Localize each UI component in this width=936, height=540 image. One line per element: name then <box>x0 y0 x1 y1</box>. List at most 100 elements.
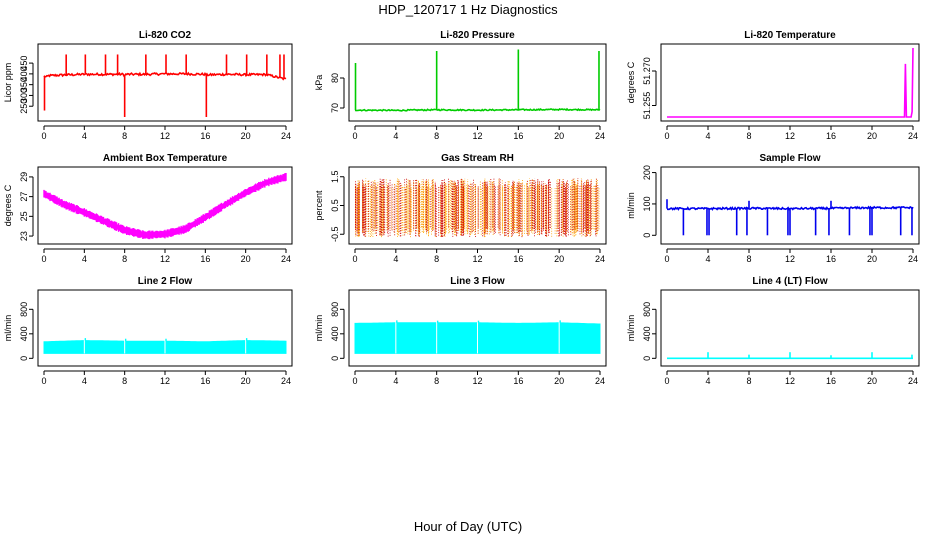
panel-title: Line 3 Flow <box>450 276 505 287</box>
panel-pressure: Li-820 Pressure 0 4 8 12 16 20 24 70 80 kPa <box>314 30 607 141</box>
y-axis-label: ml/min <box>626 315 636 342</box>
x-tick-label: 0 <box>664 254 669 264</box>
x-tick-label: 12 <box>785 131 795 141</box>
x-tick-label: 4 <box>82 376 87 386</box>
y-tick-label: 70 <box>330 103 340 113</box>
y-axis-label: ml/min <box>314 315 324 342</box>
x-tick-label: 20 <box>867 131 877 141</box>
x-tick-label: 16 <box>513 254 523 264</box>
x-tick-label: 16 <box>200 254 210 264</box>
plot-frame <box>348 289 607 367</box>
plot-frame <box>348 166 607 245</box>
y-axis-label: kPa <box>314 75 324 91</box>
x-tick-label: 12 <box>160 376 170 386</box>
y-tick-label: 29 <box>19 172 29 182</box>
x-tick-label: 12 <box>160 254 170 264</box>
plot-area <box>354 178 600 238</box>
y-tick-label: 0 <box>330 356 340 361</box>
x-tick-label: 20 <box>867 254 877 264</box>
x-tick-label: 8 <box>122 131 127 141</box>
y-tick-label: 23 <box>19 231 29 241</box>
x-tick-label: 20 <box>554 254 564 264</box>
y-tick-label: 400 <box>642 326 652 341</box>
panel-title: Sample Flow <box>759 153 820 164</box>
x-tick-label: 12 <box>472 376 482 386</box>
y-axis-label: percent <box>314 190 324 221</box>
y-tick-label: 800 <box>330 302 340 317</box>
x-tick-label: 24 <box>595 131 605 141</box>
plot-area <box>43 54 287 117</box>
panel-line4_flow: Line 4 (LT) Flow 0 4 8 12 16 20 24 0 400 800 ml/min <box>626 276 920 386</box>
series-line <box>667 47 914 118</box>
x-tick-label: 0 <box>41 254 46 264</box>
plot-area <box>354 49 601 112</box>
plot-area <box>667 47 914 118</box>
series-line <box>43 71 287 81</box>
x-tick-label: 0 <box>664 376 669 386</box>
y-axis-label: degrees C <box>3 184 13 226</box>
panel-title: Ambient Box Temperature <box>103 153 228 164</box>
x-tick-label: 8 <box>122 376 127 386</box>
x-tick-label: 24 <box>908 254 918 264</box>
x-tick-label: 0 <box>41 376 46 386</box>
y-tick-label: 0 <box>19 356 29 361</box>
y-tick-label: 400 <box>19 66 29 81</box>
x-tick-label: 12 <box>472 254 482 264</box>
y-tick-label: 350 <box>19 77 29 92</box>
y-tick-label: 0 <box>642 356 652 361</box>
panel-temperature: Li-820 Temperature 0 4 8 12 16 20 24 51.255 51.27… <box>626 30 920 141</box>
plot-area <box>666 199 914 236</box>
x-tick-label: 12 <box>160 131 170 141</box>
figure-title: HDP_120717 1 Hz Diagnostics <box>378 2 558 17</box>
plot-frame <box>348 43 607 122</box>
x-tick-label: 16 <box>513 376 523 386</box>
panel-title: Li-820 CO2 <box>139 30 192 41</box>
plot-frame <box>37 166 293 245</box>
x-tick-label: 24 <box>281 376 291 386</box>
x-tick-label: 16 <box>200 131 210 141</box>
panel-rh: Gas Stream RH 0 4 8 12 16 20 24 -0.5 0.5 1.5 percen… <box>314 153 607 264</box>
x-tick-label: 24 <box>908 131 918 141</box>
panel-title: Line 2 Flow <box>138 276 193 287</box>
plot-frame <box>37 289 293 367</box>
y-axis-label: degrees C <box>626 61 636 103</box>
x-tick-label: 20 <box>554 376 564 386</box>
x-tick-label: 20 <box>867 376 877 386</box>
x-tick-label: 24 <box>595 376 605 386</box>
plot-frame <box>660 43 920 122</box>
x-tick-label: 24 <box>281 254 291 264</box>
y-tick-label: 0.5 <box>330 199 340 212</box>
panel-line3_flow: Line 3 Flow 0 4 8 12 16 20 24 0 400 800 ml/min <box>314 276 607 386</box>
y-axis-label: ml/min <box>626 192 636 219</box>
x-tick-label: 4 <box>393 254 398 264</box>
y-tick-label: 450 <box>19 56 29 71</box>
y-axis-label: ml/min <box>3 315 13 342</box>
y-tick-label: 80 <box>330 73 340 83</box>
x-tick-label: 16 <box>200 376 210 386</box>
x-tick-label: 20 <box>554 131 564 141</box>
y-tick-label: 800 <box>19 302 29 317</box>
x-tick-label: 8 <box>434 254 439 264</box>
x-tick-label: 4 <box>705 131 710 141</box>
x-tick-label: 8 <box>746 376 751 386</box>
panel-line2_flow: Line 2 Flow 0 4 8 12 16 20 24 0 400 800 ml/min <box>3 276 293 386</box>
plot-frame <box>660 289 920 367</box>
x-tick-label: 4 <box>393 376 398 386</box>
panel-box_temp: Ambient Box Temperature 0 4 8 12 16 20 24 23 25 27… <box>3 153 293 264</box>
y-tick-label: 51.255 <box>642 92 652 120</box>
x-tick-label: 8 <box>746 254 751 264</box>
x-tick-label: 16 <box>826 376 836 386</box>
x-tick-label: 4 <box>705 376 710 386</box>
series-line <box>354 107 601 112</box>
x-tick-label: 16 <box>826 131 836 141</box>
plot-area <box>43 172 287 240</box>
x-tick-label: 16 <box>513 131 523 141</box>
y-tick-label: -0.5 <box>330 226 340 242</box>
x-tick-label: 0 <box>41 131 46 141</box>
plot-area <box>667 352 913 360</box>
y-tick-label: 800 <box>642 302 652 317</box>
x-tick-label: 0 <box>352 131 357 141</box>
y-tick-label: 1.5 <box>330 170 340 183</box>
